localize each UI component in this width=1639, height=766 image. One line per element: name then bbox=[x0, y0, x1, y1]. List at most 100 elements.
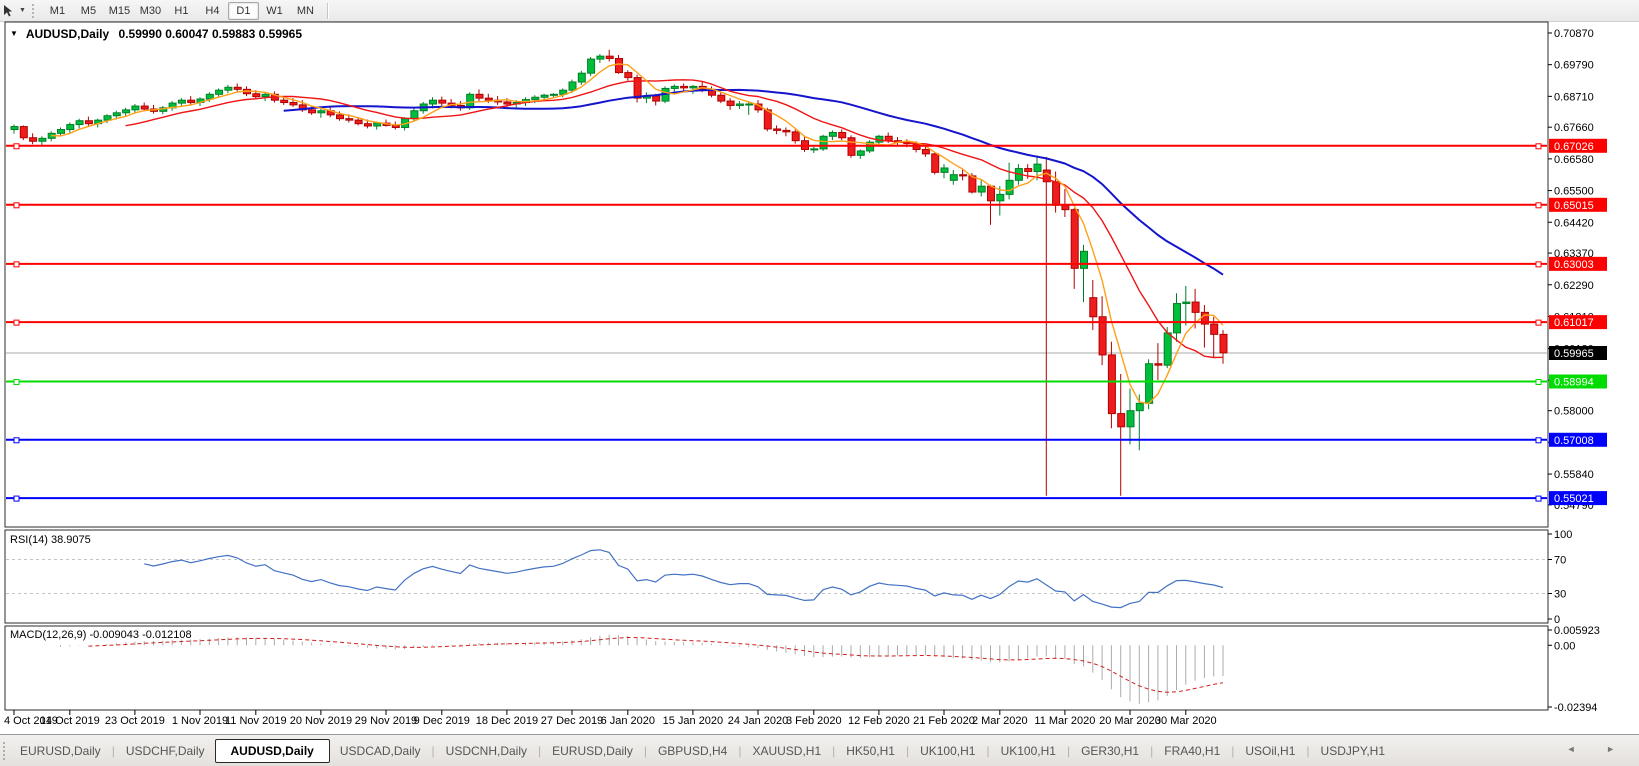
timeframe-h4[interactable]: H4 bbox=[205, 4, 220, 17]
candle-bullish bbox=[122, 109, 131, 114]
line-handle bbox=[13, 261, 20, 268]
tab-uk100-h1[interactable]: UK100,H1 bbox=[920, 743, 976, 758]
price-axis-label: 0.68710 bbox=[1554, 91, 1594, 103]
candle-bullish bbox=[670, 85, 679, 89]
candle-bearish bbox=[19, 126, 28, 139]
candle-bullish bbox=[261, 93, 270, 98]
candle-bearish bbox=[959, 174, 968, 177]
candle-bullish bbox=[540, 94, 549, 98]
timeframe-d1[interactable]: D1 bbox=[227, 1, 259, 20]
tab-separator: | bbox=[1306, 743, 1310, 758]
tab-usdjpy-h1[interactable]: USDJPY,H1 bbox=[1320, 743, 1386, 758]
timeframe-m30[interactable]: M30 bbox=[139, 4, 162, 17]
tabbar-grip[interactable] bbox=[3, 741, 8, 760]
tab-usdcad-daily[interactable]: USDCAD,Daily bbox=[339, 743, 421, 758]
date-axis-label: 18 Dec 2019 bbox=[476, 715, 538, 727]
candle-bearish bbox=[838, 131, 847, 139]
price-level-badge bbox=[1549, 256, 1607, 271]
candle-bearish bbox=[726, 100, 735, 106]
candle-bullish bbox=[1126, 410, 1135, 428]
price-level-badge-label: 0.55021 bbox=[1554, 493, 1594, 505]
macd-panel bbox=[4, 625, 1549, 711]
tab-hk50-h1[interactable]: HK50,H1 bbox=[846, 743, 895, 758]
timeframe-h1[interactable]: H1 bbox=[174, 4, 189, 17]
tab-eurusd-daily[interactable]: EURUSD,Daily bbox=[20, 743, 101, 758]
chart-ohlc-values: 0.59990 0.60047 0.59883 0.59965 bbox=[118, 27, 303, 41]
candle-bullish bbox=[1145, 363, 1154, 404]
timeframe-m15[interactable]: M15 bbox=[108, 4, 131, 17]
candle-bullish bbox=[568, 81, 577, 91]
cursor-tool-icon[interactable] bbox=[2, 4, 16, 18]
tab-eurusd-daily[interactable]: EURUSD,Daily bbox=[552, 743, 633, 758]
chart-symbol-period: AUDUSD,Daily bbox=[25, 27, 110, 41]
candle-bullish bbox=[215, 89, 224, 95]
date-axis-label: 20 Mar 2020 bbox=[1099, 715, 1161, 727]
price-axis-label: 0.65500 bbox=[1554, 186, 1594, 198]
tab-ger30-h1[interactable]: GER30,H1 bbox=[1081, 743, 1140, 758]
macd-axis-label: 0.00 bbox=[1554, 640, 1575, 652]
date-axis-label: 27 Dec 2019 bbox=[541, 715, 603, 727]
date-axis-label: 21 Feb 2020 bbox=[913, 715, 975, 727]
candle-bullish bbox=[1163, 332, 1172, 366]
candle-bearish bbox=[652, 95, 661, 102]
candle-bullish bbox=[75, 120, 84, 126]
candle-bearish bbox=[233, 86, 242, 90]
tab-separator: | bbox=[738, 743, 742, 758]
candle-bearish bbox=[921, 148, 930, 155]
price-level-badge bbox=[1549, 374, 1607, 389]
tab-uk100-h1[interactable]: UK100,H1 bbox=[1000, 743, 1056, 758]
date-axis-label: 12 Feb 2020 bbox=[848, 715, 910, 727]
price-axis-label: 0.64420 bbox=[1554, 217, 1594, 229]
candle-bearish bbox=[931, 153, 940, 173]
tab-scroll-right-icon[interactable]: ► bbox=[1606, 744, 1629, 754]
candle-bullish bbox=[596, 55, 605, 60]
tab-audusd-daily[interactable]: AUDUSD,Daily bbox=[214, 738, 330, 763]
tab-separator: | bbox=[832, 743, 836, 758]
chart-menu-icon[interactable]: ▼ bbox=[10, 29, 18, 38]
price-level-badge-label: 0.57008 bbox=[1554, 435, 1594, 447]
price-level-badge bbox=[1549, 138, 1607, 153]
rsi-line bbox=[144, 549, 1224, 609]
timeframe-mn[interactable]: MN bbox=[296, 4, 314, 17]
tab-gbpusd-h4[interactable]: GBPUSD,H4 bbox=[657, 743, 728, 758]
tab-separator: | bbox=[986, 743, 990, 758]
price-level-badge-label: 0.58994 bbox=[1554, 376, 1594, 388]
dropdown-caret-icon[interactable]: ▼ bbox=[19, 7, 26, 14]
date-axis-label: 30 Mar 2020 bbox=[1155, 715, 1217, 727]
candle-bearish bbox=[1024, 168, 1033, 172]
macd-indicator-label: MACD(12,26,9) -0.009043 -0.012108 bbox=[10, 629, 192, 641]
timeframe-m5[interactable]: M5 bbox=[80, 4, 97, 17]
price-level-badge bbox=[1549, 432, 1607, 447]
candle-bearish bbox=[484, 97, 493, 101]
tab-fra40-h1[interactable]: FRA40,H1 bbox=[1164, 743, 1221, 758]
tab-usoil-h1[interactable]: USOil,H1 bbox=[1245, 743, 1296, 758]
tab-usdchf-daily[interactable]: USDCHF,Daily bbox=[125, 743, 205, 758]
candle-bearish bbox=[763, 109, 772, 130]
candle-bearish bbox=[438, 99, 447, 104]
macd-signal-line bbox=[88, 636, 1224, 693]
candle-bearish bbox=[717, 94, 726, 102]
timeframe-w1[interactable]: W1 bbox=[266, 4, 283, 17]
moving-average-30 bbox=[283, 88, 1224, 276]
tab-usdcnh-daily[interactable]: USDCNH,Daily bbox=[445, 743, 528, 758]
candle-bullish bbox=[1173, 303, 1181, 334]
rsi-axis-label: 0 bbox=[1554, 614, 1560, 626]
date-axis-label: 2 Mar 2020 bbox=[972, 715, 1028, 727]
candle-bullish bbox=[112, 112, 121, 117]
moving-average-13 bbox=[125, 79, 1224, 359]
tab-xauusd-h1[interactable]: XAUUSD,H1 bbox=[752, 743, 822, 758]
timeframe-m1[interactable]: M1 bbox=[49, 4, 66, 17]
candle-bullish bbox=[373, 122, 382, 127]
candle-bearish bbox=[345, 118, 354, 121]
toolbar-grip[interactable] bbox=[31, 3, 37, 18]
price-axis-label: 0.67660 bbox=[1554, 122, 1594, 134]
tab-scroll-left-icon[interactable]: ◄ bbox=[1566, 744, 1590, 754]
price-axis-label: 0.66580 bbox=[1554, 154, 1594, 166]
tabs-container: EURUSD,Daily | USDCHF,Daily AUDUSD,Daily USD… bbox=[14, 738, 1391, 763]
rsi-axis-label: 30 bbox=[1554, 589, 1566, 601]
candle-bullish bbox=[57, 129, 65, 134]
candle-bullish bbox=[429, 99, 437, 105]
candle-bearish bbox=[503, 101, 512, 105]
date-axis-label: 11 Mar 2020 bbox=[1034, 715, 1095, 727]
